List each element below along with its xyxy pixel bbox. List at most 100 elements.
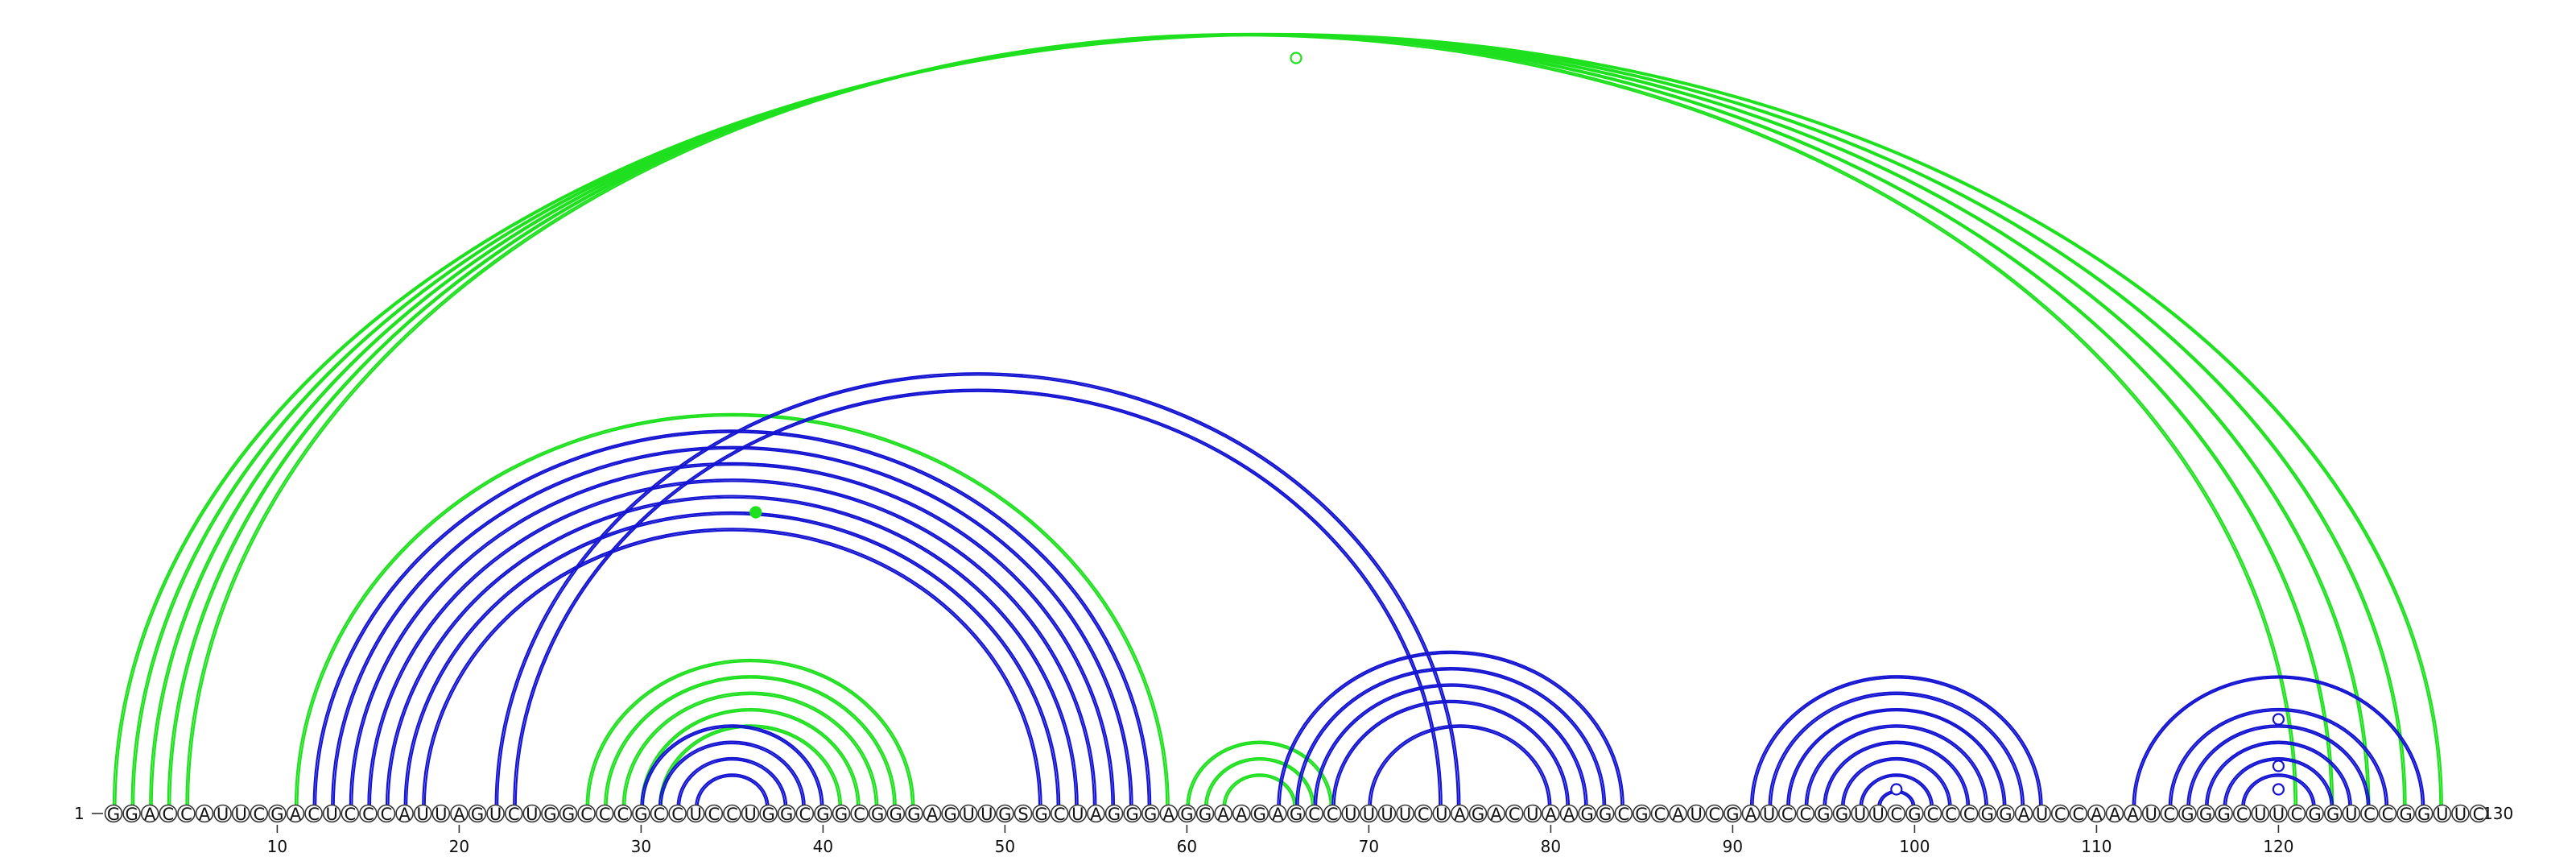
nucleotide-letter: G — [1253, 805, 1266, 824]
base-pair-arc — [1859, 773, 1934, 808]
nucleotide: U — [2269, 804, 2288, 824]
nucleotide-letter: U — [1872, 805, 1885, 824]
sequence-start-label: 1 — [74, 804, 85, 823]
base-pair-arc — [1187, 742, 1331, 808]
nucleotide-letter: C — [2291, 805, 2303, 824]
nucleotide-letter: C — [1054, 805, 1066, 824]
nucleotide-letter: U — [217, 805, 229, 824]
base-pair-arc — [1294, 667, 1607, 808]
nucleotide-letter: C — [1708, 805, 1720, 824]
nucleotide-letter: C — [308, 805, 320, 824]
nucleotide: U — [231, 804, 250, 824]
nucleotide-letter: G — [1726, 805, 1739, 824]
nucleotide-letter: G — [2199, 805, 2212, 824]
nucleotide-letter: G — [2417, 805, 2430, 824]
nucleotide: G — [1195, 804, 1215, 824]
base-pair-arc — [114, 34, 2442, 808]
nucleotide-letter: C — [726, 805, 738, 824]
tick-label: 90 — [1723, 837, 1743, 856]
base-pair-arc — [332, 447, 1132, 808]
base-pair-arc — [679, 759, 786, 808]
structure-marker — [2272, 760, 2285, 772]
nucleotide: C — [1650, 804, 1670, 824]
nucleotide: G — [268, 804, 287, 824]
base-pair-arc — [1824, 742, 1968, 808]
nucleotide-letter: G — [1999, 805, 2012, 824]
nucleotide-letter: U — [1526, 805, 1538, 824]
nucleotide: U — [322, 804, 341, 824]
nucleotide-letter: U — [417, 805, 429, 824]
nucleotide-letter: A — [1236, 805, 1248, 824]
nucleotide: U — [1851, 804, 1869, 824]
nucleotide-letter: U — [526, 805, 538, 824]
nucleotide-letter: A — [1217, 805, 1229, 824]
base-pair-arc — [640, 724, 824, 808]
base-pair-arc — [514, 390, 1441, 808]
base-pair-arc — [695, 773, 770, 808]
base-pair-arc — [604, 675, 897, 808]
nucleotide: C — [250, 804, 269, 824]
nucleotide: G — [1141, 804, 1160, 824]
nucleotide: G — [559, 804, 578, 824]
nucleotide: U — [2033, 804, 2051, 824]
nucleotide: C — [795, 804, 815, 824]
nucleotide-letter: C — [1781, 805, 1794, 824]
nucleotide: G — [2178, 804, 2197, 824]
tick-label: 60 — [1177, 837, 1197, 856]
base-pair-arc — [331, 445, 1133, 808]
nucleotide: A — [1559, 804, 1579, 824]
nucleotide: A — [1232, 804, 1251, 824]
nucleotide-letter: A — [144, 805, 156, 824]
nucleotide: C — [341, 804, 360, 824]
nucleotide-letter: A — [1163, 805, 1175, 824]
nucleotide: U — [2451, 804, 2470, 824]
nucleotide-letter: G — [2326, 805, 2339, 824]
nucleotide: A — [395, 804, 414, 824]
base-pair-arc — [185, 32, 2298, 808]
nucleotide: G — [1123, 804, 1141, 824]
nucleotide-letter: A — [398, 805, 411, 824]
tick-label: 80 — [1541, 837, 1561, 856]
base-pair-arc — [1186, 740, 1334, 808]
nucleotide-letter: C — [1890, 805, 1902, 824]
nucleotide: G — [2323, 804, 2343, 824]
nucleotide-letter: G — [835, 805, 848, 824]
nucleotide-letter: C — [654, 805, 666, 824]
tick-label: 110 — [2081, 837, 2112, 856]
nucleotide: C — [2050, 804, 2070, 824]
nucleotide-letter: U — [2145, 805, 2157, 824]
nucleotide: A — [1451, 804, 1469, 824]
nucleotide: G — [2396, 804, 2415, 824]
nucleotide-letter: G — [2399, 805, 2412, 824]
nucleotide: C — [1777, 804, 1797, 824]
base-pair-arc — [494, 371, 1461, 808]
nucleotide-letter: G — [1472, 805, 1484, 824]
nucleotide: U — [977, 804, 997, 824]
nucleotide-letter: U — [2254, 805, 2266, 824]
nucleotide-letter: G — [1125, 805, 1138, 824]
tick-label: 120 — [2263, 837, 2293, 856]
sequence-end-label: 130 — [2483, 804, 2513, 823]
base-pair-arc — [167, 32, 2334, 808]
nucleotide-letter: U — [1854, 805, 1866, 824]
nucleotide-letter: U — [326, 805, 338, 824]
nucleotide: C — [2069, 804, 2088, 824]
nucleotide: C — [1887, 804, 1906, 824]
nucleotide: G — [2196, 804, 2215, 824]
nucleotide: A — [923, 804, 942, 824]
nucleotide-letter: A — [1454, 805, 1466, 824]
nucleotide: G — [1996, 804, 2015, 824]
nucleotide: U — [1341, 804, 1360, 824]
base-pair-arc — [349, 462, 1116, 808]
base-pair-arc — [385, 495, 1079, 808]
nucleotide-letter: U — [435, 805, 447, 824]
nucleotide: U — [413, 804, 432, 824]
nucleotide-letter: C — [2236, 805, 2248, 824]
nucleotide: G — [886, 804, 906, 824]
nucleotide: U — [1360, 804, 1378, 824]
nucleotide: C — [2469, 804, 2488, 824]
base-pair-arc — [1786, 707, 2007, 808]
nucleotide: C — [2232, 804, 2252, 824]
nucleotide-letter: A — [2091, 805, 2103, 824]
nucleotide: U — [1686, 804, 1706, 824]
